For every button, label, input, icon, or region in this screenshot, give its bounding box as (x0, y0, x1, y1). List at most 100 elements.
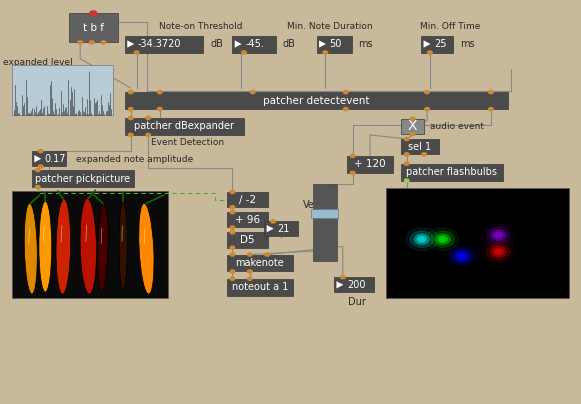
Circle shape (128, 107, 133, 111)
FancyBboxPatch shape (12, 65, 113, 115)
Circle shape (404, 179, 409, 182)
Circle shape (128, 90, 133, 94)
Circle shape (491, 246, 506, 257)
Polygon shape (235, 40, 242, 48)
Text: patcher pickpicture: patcher pickpicture (35, 174, 130, 183)
FancyBboxPatch shape (69, 13, 118, 42)
Polygon shape (34, 155, 41, 162)
Circle shape (454, 251, 469, 261)
Circle shape (404, 137, 409, 141)
FancyBboxPatch shape (401, 119, 424, 134)
Circle shape (487, 244, 510, 260)
Circle shape (248, 277, 252, 280)
Polygon shape (319, 40, 326, 48)
Circle shape (38, 165, 43, 168)
Circle shape (78, 41, 83, 44)
Circle shape (419, 238, 424, 241)
Circle shape (128, 133, 133, 137)
FancyBboxPatch shape (313, 184, 337, 261)
FancyBboxPatch shape (125, 36, 203, 53)
Text: -45.: -45. (245, 39, 264, 49)
Circle shape (431, 231, 454, 247)
FancyBboxPatch shape (334, 277, 374, 292)
Circle shape (494, 232, 503, 238)
Text: 200: 200 (347, 280, 365, 290)
Circle shape (230, 253, 235, 256)
FancyBboxPatch shape (227, 279, 293, 296)
Text: Vel: Vel (303, 200, 318, 210)
Circle shape (242, 51, 246, 54)
Circle shape (230, 270, 235, 273)
FancyBboxPatch shape (12, 191, 168, 298)
Circle shape (425, 90, 429, 94)
Circle shape (482, 240, 515, 263)
FancyBboxPatch shape (32, 170, 134, 187)
Circle shape (134, 51, 139, 54)
Text: dB: dB (210, 39, 223, 49)
Circle shape (404, 153, 409, 156)
Text: dB: dB (283, 39, 296, 49)
Text: 21: 21 (277, 224, 289, 234)
Circle shape (89, 11, 96, 16)
Circle shape (450, 248, 474, 264)
FancyBboxPatch shape (317, 36, 352, 53)
Circle shape (438, 236, 447, 242)
FancyBboxPatch shape (227, 255, 293, 271)
Text: expanded note amplitude: expanded note amplitude (76, 155, 193, 164)
Text: + 96: + 96 (235, 215, 260, 225)
Circle shape (343, 90, 348, 94)
Text: Min. Off Time: Min. Off Time (420, 22, 480, 31)
Circle shape (265, 253, 270, 256)
Circle shape (230, 206, 235, 209)
Text: noteout a 1: noteout a 1 (232, 282, 288, 292)
Circle shape (230, 277, 235, 280)
Text: Event Detection: Event Detection (151, 138, 224, 147)
Circle shape (89, 41, 94, 44)
Polygon shape (424, 40, 431, 48)
Circle shape (496, 250, 501, 253)
FancyBboxPatch shape (227, 192, 268, 207)
Circle shape (404, 162, 409, 165)
Circle shape (496, 234, 501, 237)
Circle shape (35, 168, 40, 172)
Circle shape (410, 133, 415, 136)
Circle shape (487, 227, 510, 243)
Circle shape (230, 190, 235, 194)
Polygon shape (336, 281, 343, 288)
Circle shape (230, 246, 235, 249)
Ellipse shape (119, 201, 127, 290)
Circle shape (248, 253, 252, 256)
Text: D5: D5 (240, 235, 255, 245)
Circle shape (323, 51, 328, 54)
Text: -34.3720: -34.3720 (138, 39, 181, 49)
Circle shape (446, 245, 478, 267)
Circle shape (435, 234, 450, 244)
Text: X: X (408, 120, 417, 133)
FancyBboxPatch shape (227, 212, 268, 227)
Circle shape (410, 117, 415, 120)
Ellipse shape (98, 203, 108, 292)
Circle shape (410, 231, 433, 247)
Text: expanded level: expanded level (3, 58, 73, 67)
Circle shape (38, 149, 43, 153)
Circle shape (491, 230, 506, 240)
Circle shape (350, 154, 355, 158)
FancyBboxPatch shape (421, 36, 453, 53)
Circle shape (146, 116, 150, 120)
FancyBboxPatch shape (264, 221, 298, 236)
Text: ms: ms (358, 39, 373, 49)
Circle shape (482, 224, 515, 246)
Text: 0.17: 0.17 (45, 154, 66, 164)
Circle shape (271, 220, 275, 223)
Ellipse shape (24, 203, 37, 294)
FancyBboxPatch shape (347, 156, 393, 173)
Text: 25: 25 (434, 39, 447, 49)
Circle shape (343, 107, 348, 111)
Circle shape (35, 185, 40, 189)
Circle shape (489, 107, 493, 111)
Circle shape (157, 107, 162, 111)
Circle shape (350, 171, 355, 175)
Circle shape (230, 210, 235, 214)
Circle shape (457, 253, 467, 259)
Circle shape (157, 90, 162, 94)
